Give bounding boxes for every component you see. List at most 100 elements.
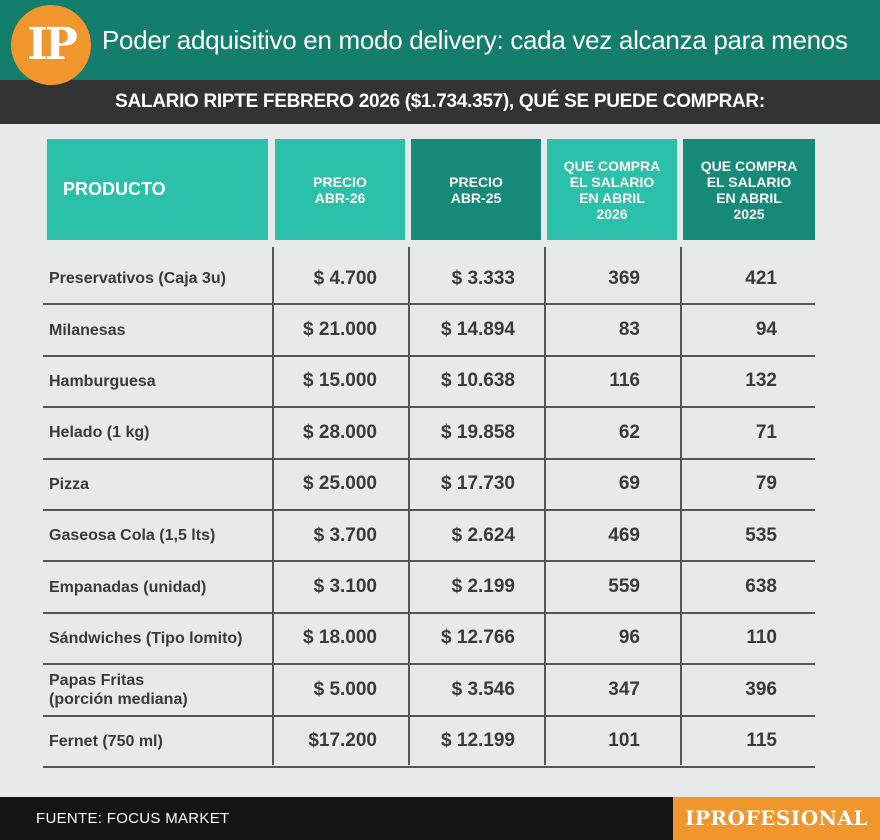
column-divider [408, 247, 410, 765]
product-name-line: Fernet (750 ml) [49, 732, 163, 750]
table-row: Milanesas $ 21.000 $ 14.894 83 94 [43, 305, 815, 357]
product-name-line: (porción mediana) [49, 690, 188, 708]
price-2025-cell: $ 3.333 [451, 267, 515, 289]
column-header-line: QUE COMPRA [563, 157, 661, 174]
subtitle: SALARIO RIPTE FEBRERO 2026 ($1.734.357),… [115, 91, 765, 112]
quantity-2025-cell: 79 [755, 473, 777, 495]
table-row: Preservativos (Caja 3u) $ 4.700 $ 3.333 369… [43, 254, 815, 306]
product-name: Sándwiches (Tipo lomito) [49, 614, 269, 663]
price-2026-cell: $ 25.000 [303, 473, 377, 495]
column-header-price-2026: PRECIO ABR-26 [275, 139, 405, 240]
column-header-price-2025: PRECIO ABR-25 [411, 139, 541, 240]
price-2026-cell: $17.200 [308, 730, 377, 752]
product-name-line: Empanadas (unidad) [49, 578, 207, 596]
price-2026-cell: $ 28.000 [303, 421, 377, 443]
price-2026-cell: $ 21.000 [303, 319, 377, 341]
title-bar [0, 0, 880, 80]
column-divider [680, 247, 682, 765]
column-header-line: EN ABRIL [716, 189, 782, 206]
table-row: Sándwiches (Tipo lomito) $ 18.000 $ 12.766… [43, 614, 815, 666]
price-2026-cell: $ 18.000 [303, 627, 377, 649]
table-row: Fernet (750 ml) $17.200 $ 12.199 101 115 [43, 717, 815, 768]
quantity-2025-cell: 132 [745, 370, 777, 392]
product-name-line: Hamburguesa [49, 372, 156, 390]
quantity-2026-cell: 101 [608, 730, 640, 752]
column-header-line: 2026 [596, 205, 628, 222]
product-name: Preservativos (Caja 3u) [49, 254, 269, 303]
column-divider [272, 247, 274, 765]
iprofesional-wordmark: IPROFESIONAL [673, 797, 880, 840]
price-2025-cell: $ 10.638 [441, 370, 515, 392]
quantity-2026-cell: 69 [618, 473, 640, 495]
table-row: Gaseosa Cola (1,5 lts) $ 3.700 $ 2.624 469 5… [43, 511, 815, 563]
price-2026-cell: $ 3.100 [313, 576, 377, 598]
column-header-product-label: PRODUCTO [63, 179, 166, 199]
source-note: FUENTE: FOCUS MARKET [36, 810, 230, 827]
product-name: Hamburguesa [49, 357, 269, 406]
table-body: Preservativos (Caja 3u) $ 4.700 $ 3.333 369… [43, 254, 815, 768]
product-name: Fernet (750 ml) [49, 717, 269, 766]
table-row: Papas Fritas (porción mediana) $ 5.000 $ 3.… [43, 665, 815, 717]
column-header-line: EN ABRIL [579, 189, 645, 206]
price-2026-cell: $ 4.700 [313, 267, 377, 289]
product-name-line: Helado (1 kg) [49, 424, 150, 442]
iprofesional-logo: IP [11, 5, 91, 85]
column-header-qty-2026: QUE COMPRA EL SALARIO EN ABRIL 2026 [547, 139, 677, 240]
product-name-line: Preservativos (Caja 3u) [49, 270, 226, 288]
product-name-line: Gaseosa Cola (1,5 lts) [49, 527, 216, 545]
column-header-line: EL SALARIO [569, 173, 655, 190]
quantity-2025-cell: 396 [745, 678, 777, 700]
product-name: Papas Fritas (porción mediana) [49, 665, 269, 714]
table-row: Helado (1 kg) $ 28.000 $ 19.858 62 71 [43, 408, 815, 460]
subtitle-bar [0, 80, 880, 124]
column-header-line: PRECIO [449, 173, 503, 190]
quantity-2026-cell: 83 [618, 319, 640, 341]
quantity-2026-cell: 116 [609, 370, 640, 392]
quantity-2025-cell: 115 [746, 730, 777, 752]
quantity-2026-cell: 469 [608, 524, 640, 546]
product-name: Empanadas (unidad) [49, 562, 269, 611]
quantity-2026-cell: 559 [608, 576, 640, 598]
column-header-line: 2025 [733, 205, 765, 222]
price-2025-cell: $ 2.624 [451, 524, 515, 546]
quantity-2026-cell: 347 [608, 678, 640, 700]
product-name-line: Sándwiches (Tipo lomito) [49, 629, 243, 647]
table-row: Pizza $ 25.000 $ 17.730 69 79 [43, 460, 815, 511]
quantity-2025-cell: 94 [755, 319, 777, 341]
column-header-product: PRODUCTO [47, 139, 268, 240]
price-2025-cell: $ 2.199 [451, 576, 515, 598]
column-header-line: ABR-26 [314, 189, 366, 206]
price-2025-cell: $ 17.730 [441, 473, 515, 495]
product-name-line: Milanesas [49, 321, 126, 339]
column-header-line: ABR-25 [450, 189, 502, 206]
quantity-2025-cell: 421 [745, 267, 777, 289]
product-name: Gaseosa Cola (1,5 lts) [49, 511, 269, 560]
table-row: Hamburguesa $ 15.000 $ 10.638 116 132 [43, 357, 815, 409]
price-2025-cell: $ 12.199 [441, 730, 515, 752]
quantity-2026-cell: 62 [618, 421, 640, 443]
quantity-2025-cell: 71 [755, 421, 777, 443]
price-2026-cell: $ 5.000 [313, 678, 377, 700]
price-2025-cell: $ 3.546 [451, 678, 515, 700]
product-name: Helado (1 kg) [49, 408, 269, 457]
headline: Poder adquisitivo en modo delivery: cada… [102, 25, 848, 55]
product-name: Pizza [49, 460, 269, 509]
price-2025-cell: $ 19.858 [441, 421, 515, 443]
table-row: Empanadas (unidad) $ 3.100 $ 2.199 559 638 [43, 562, 815, 614]
quantity-2025-cell: 638 [745, 576, 777, 598]
column-header-line: PRECIO [313, 173, 367, 190]
column-divider [544, 247, 546, 765]
quantity-2025-cell: 535 [745, 524, 777, 546]
column-header-qty-2025: QUE COMPRA EL SALARIO EN ABRIL 2025 [683, 139, 815, 240]
quantity-2025-cell: 110 [746, 627, 777, 649]
price-2025-cell: $ 12.766 [441, 627, 515, 649]
price-2025-cell: $ 14.894 [441, 319, 515, 341]
price-2026-cell: $ 15.000 [303, 370, 377, 392]
column-header-line: QUE COMPRA [700, 157, 798, 174]
quantity-2026-cell: 96 [618, 627, 640, 649]
product-name: Milanesas [49, 305, 269, 354]
price-2026-cell: $ 3.700 [313, 524, 377, 546]
quantity-2026-cell: 369 [608, 267, 640, 289]
product-name-line: Papas Fritas [49, 671, 145, 689]
product-name-line: Pizza [49, 475, 90, 493]
